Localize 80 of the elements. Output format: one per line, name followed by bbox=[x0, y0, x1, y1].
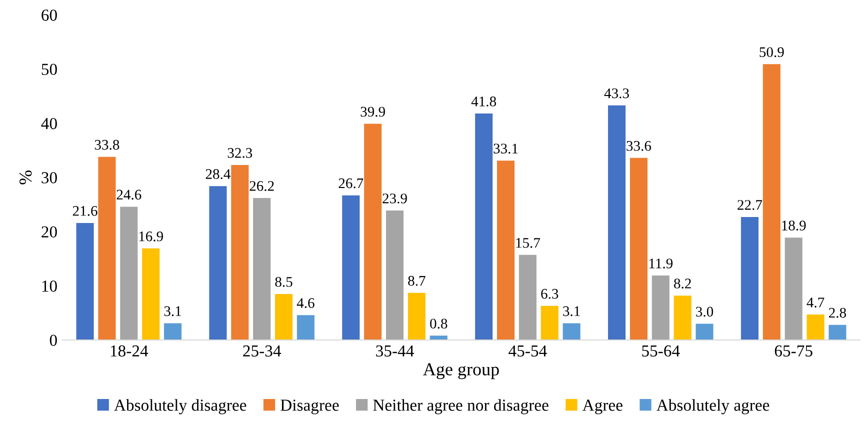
data-label: 3.1 bbox=[563, 306, 580, 316]
x-tick-label: 55-64 bbox=[642, 345, 680, 357]
y-tick-label: 30 bbox=[42, 172, 57, 184]
bar bbox=[497, 160, 515, 340]
x-tick-label: 35-44 bbox=[376, 345, 414, 357]
bar bbox=[342, 195, 360, 340]
data-label: 16.9 bbox=[139, 231, 163, 242]
data-label: 18.9 bbox=[782, 220, 806, 231]
bar bbox=[408, 292, 426, 340]
x-axis-title: Age group bbox=[423, 363, 499, 380]
data-label: 26.7 bbox=[338, 178, 364, 188]
bar bbox=[608, 105, 626, 340]
bar bbox=[674, 296, 692, 340]
bar bbox=[164, 323, 182, 340]
bar bbox=[386, 210, 404, 340]
bar bbox=[518, 254, 536, 340]
bar bbox=[696, 324, 714, 340]
data-label: 21.6 bbox=[72, 206, 98, 216]
bar bbox=[142, 248, 160, 340]
bar bbox=[828, 324, 846, 340]
bar bbox=[274, 294, 293, 340]
data-label: 3.1 bbox=[164, 306, 182, 316]
y-tick-label: 20 bbox=[42, 226, 57, 238]
data-label: 50.9 bbox=[760, 47, 784, 58]
data-label: 4.6 bbox=[296, 298, 314, 308]
bar bbox=[253, 198, 271, 340]
bar bbox=[540, 306, 558, 340]
y-tick-label: 40 bbox=[41, 118, 57, 130]
data-label: 6.3 bbox=[541, 288, 558, 299]
data-label: 33.1 bbox=[494, 144, 518, 154]
bar bbox=[296, 315, 314, 340]
data-label: 33.6 bbox=[626, 141, 652, 151]
data-label: 4.7 bbox=[806, 298, 824, 308]
bar bbox=[562, 323, 580, 340]
x-tick-label: 65-75 bbox=[774, 345, 812, 357]
y-tick-label: 50 bbox=[42, 64, 57, 76]
y-axis-title: % bbox=[19, 170, 32, 184]
bar bbox=[806, 314, 824, 340]
data-label: 39.9 bbox=[360, 106, 385, 117]
data-label: 23.9 bbox=[382, 194, 407, 204]
data-label: 32.3 bbox=[228, 148, 252, 158]
bar bbox=[784, 238, 802, 340]
data-label: 28.4 bbox=[206, 169, 230, 180]
x-tick-label: 18-24 bbox=[110, 345, 148, 357]
legend-label: Agree bbox=[582, 400, 622, 414]
data-label: 24.6 bbox=[116, 190, 142, 200]
data-label: 11.9 bbox=[649, 258, 673, 268]
data-label: 43.3 bbox=[604, 88, 629, 98]
y-tick-label: 10 bbox=[42, 280, 57, 292]
data-label: 22.7 bbox=[738, 200, 762, 210]
data-label: 8.5 bbox=[275, 276, 292, 287]
data-label: 41.8 bbox=[471, 96, 496, 106]
bar bbox=[475, 113, 493, 340]
bar bbox=[98, 156, 116, 340]
data-label: 3.0 bbox=[696, 306, 714, 317]
legend-label: Absolutely agree bbox=[656, 399, 770, 414]
bar bbox=[76, 222, 94, 340]
data-label: 8.7 bbox=[408, 276, 426, 286]
bar bbox=[209, 186, 227, 340]
bar bbox=[231, 164, 249, 340]
x-tick-label: 25-34 bbox=[243, 345, 282, 357]
legend-label: Neither agree nor disagree bbox=[373, 399, 548, 414]
data-label: 0.8 bbox=[430, 318, 448, 329]
bar bbox=[120, 206, 138, 340]
bar bbox=[630, 158, 648, 340]
y-tick-label: 0 bbox=[50, 334, 57, 346]
legend-label: Disagree bbox=[280, 400, 339, 414]
bar bbox=[430, 336, 448, 340]
x-tick-label: 45-54 bbox=[508, 345, 547, 357]
data-label: 33.8 bbox=[94, 140, 120, 150]
data-label: 8.2 bbox=[674, 278, 691, 288]
data-label: 2.8 bbox=[828, 308, 846, 318]
y-tick-label: 60 bbox=[42, 10, 57, 21]
bar bbox=[740, 216, 758, 340]
legend-label: Absolutely disagree bbox=[114, 399, 246, 414]
data-label: 15.7 bbox=[516, 238, 540, 248]
data-label: 26.2 bbox=[250, 181, 274, 191]
bar bbox=[364, 124, 382, 340]
bar bbox=[762, 64, 780, 340]
bar bbox=[652, 276, 670, 340]
